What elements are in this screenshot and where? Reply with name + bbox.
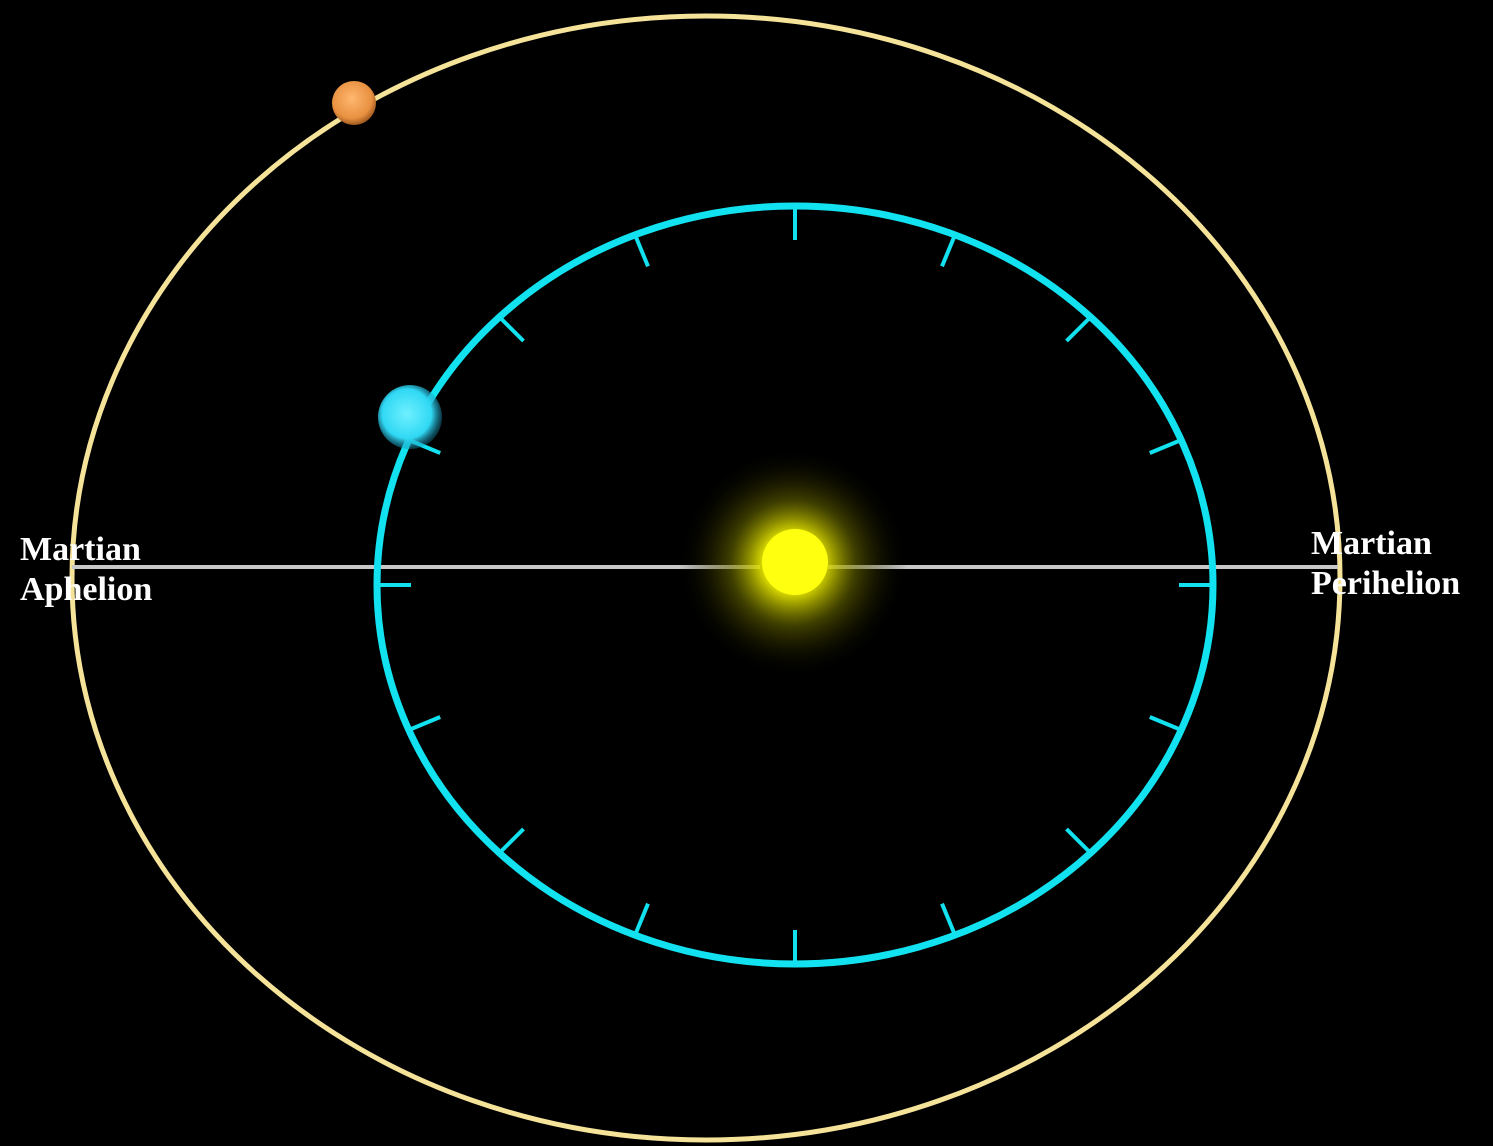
earth-orbit-tick <box>1065 315 1093 343</box>
earth-orbit-tick <box>497 827 525 855</box>
earth-orbit-tick <box>497 315 525 343</box>
earth-orbit-tick <box>940 902 957 936</box>
earth-orbit-tick <box>633 234 650 268</box>
aphelion-label-line-2: Aphelion <box>20 571 153 608</box>
perihelion-label-line-2: Perihelion <box>1311 565 1461 602</box>
earth-orbit-tick <box>1149 715 1182 732</box>
aphelion-label-line-1: Martian <box>20 531 141 568</box>
martian-perihelion-label: Martian Perihelion <box>1311 524 1460 604</box>
perihelion-label-line-1: Martian <box>1311 525 1432 562</box>
mars-orbit <box>69 13 1343 1143</box>
mars <box>332 81 376 125</box>
sun <box>762 529 828 595</box>
earth-orbit-tick <box>1065 827 1093 855</box>
earth-orbit-tick <box>940 234 957 268</box>
earth-orbit-tick <box>408 715 441 732</box>
earth-orbit-tick <box>633 902 650 936</box>
martian-aphelion-label: Martian Aphelion <box>20 530 152 610</box>
earth-orbit-ticks <box>377 206 1213 964</box>
earth-orbit-tick <box>1149 438 1182 455</box>
earth <box>378 385 442 449</box>
